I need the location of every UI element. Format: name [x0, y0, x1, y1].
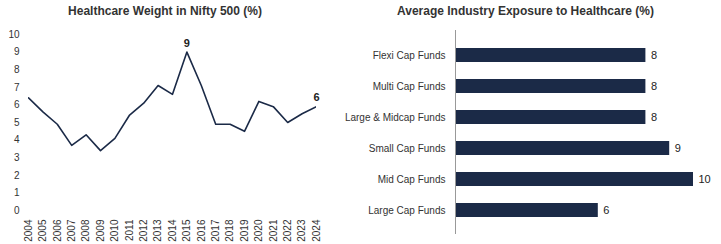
svg-text:3: 3	[14, 152, 20, 163]
svg-text:6: 6	[14, 99, 20, 110]
svg-text:1: 1	[14, 187, 20, 198]
svg-text:4: 4	[14, 134, 20, 145]
svg-text:2020: 2020	[253, 219, 264, 242]
svg-text:Large Cap Funds: Large Cap Funds	[368, 205, 445, 216]
svg-text:9: 9	[14, 46, 20, 57]
svg-text:2: 2	[14, 170, 20, 181]
svg-text:9: 9	[184, 37, 190, 49]
svg-text:6: 6	[313, 91, 319, 103]
html-text:Average Industry Exposure to H: Average Industry Exposure to Healthcare …	[397, 4, 654, 18]
svg-text:2009: 2009	[95, 219, 106, 242]
svg-text:0: 0	[14, 205, 20, 216]
svg-text:Multi Cap Funds: Multi Cap Funds	[373, 81, 446, 92]
svg-text:2022: 2022	[282, 219, 293, 242]
svg-text:Flexi Cap Funds: Flexi Cap Funds	[373, 50, 446, 61]
svg-text:2011: 2011	[124, 219, 135, 241]
svg-text:2015: 2015	[181, 219, 192, 242]
svg-text:8: 8	[651, 80, 657, 92]
svg-text:2019: 2019	[239, 219, 250, 242]
svg-text:2008: 2008	[80, 219, 91, 242]
svg-text:2024: 2024	[311, 219, 322, 242]
svg-text:Small Cap Funds: Small Cap Funds	[369, 143, 446, 154]
svg-text:8: 8	[651, 111, 657, 123]
svg-text:2021: 2021	[268, 219, 279, 242]
svg-text:8: 8	[651, 49, 657, 61]
svg-text:2014: 2014	[167, 219, 178, 242]
svg-text:Large & Midcap Funds: Large & Midcap Funds	[345, 112, 446, 123]
svg-text:6: 6	[603, 204, 609, 216]
svg-text:10: 10	[699, 173, 711, 185]
svg-text:2006: 2006	[52, 219, 63, 242]
svg-text:10: 10	[8, 29, 20, 40]
svg-text:2005: 2005	[37, 219, 48, 242]
svg-text:2010: 2010	[109, 219, 120, 242]
html-text:Healthcare Weight in Nifty 500: Healthcare Weight in Nifty 500 (%)	[68, 4, 262, 18]
svg-text:2018: 2018	[224, 219, 235, 242]
svg-text:2004: 2004	[23, 219, 34, 242]
svg-text:8: 8	[14, 64, 20, 75]
svg-text:9: 9	[675, 142, 681, 154]
svg-text:2023: 2023	[296, 219, 307, 242]
svg-text:2013: 2013	[152, 219, 163, 242]
svg-text:2007: 2007	[66, 219, 77, 242]
svg-text:2016: 2016	[196, 219, 207, 242]
svg-text:5: 5	[14, 117, 20, 128]
svg-text:2012: 2012	[138, 219, 149, 242]
svg-text:2017: 2017	[210, 219, 221, 242]
svg-text:7: 7	[14, 82, 20, 93]
svg-text:Mid Cap Funds: Mid Cap Funds	[378, 174, 446, 185]
